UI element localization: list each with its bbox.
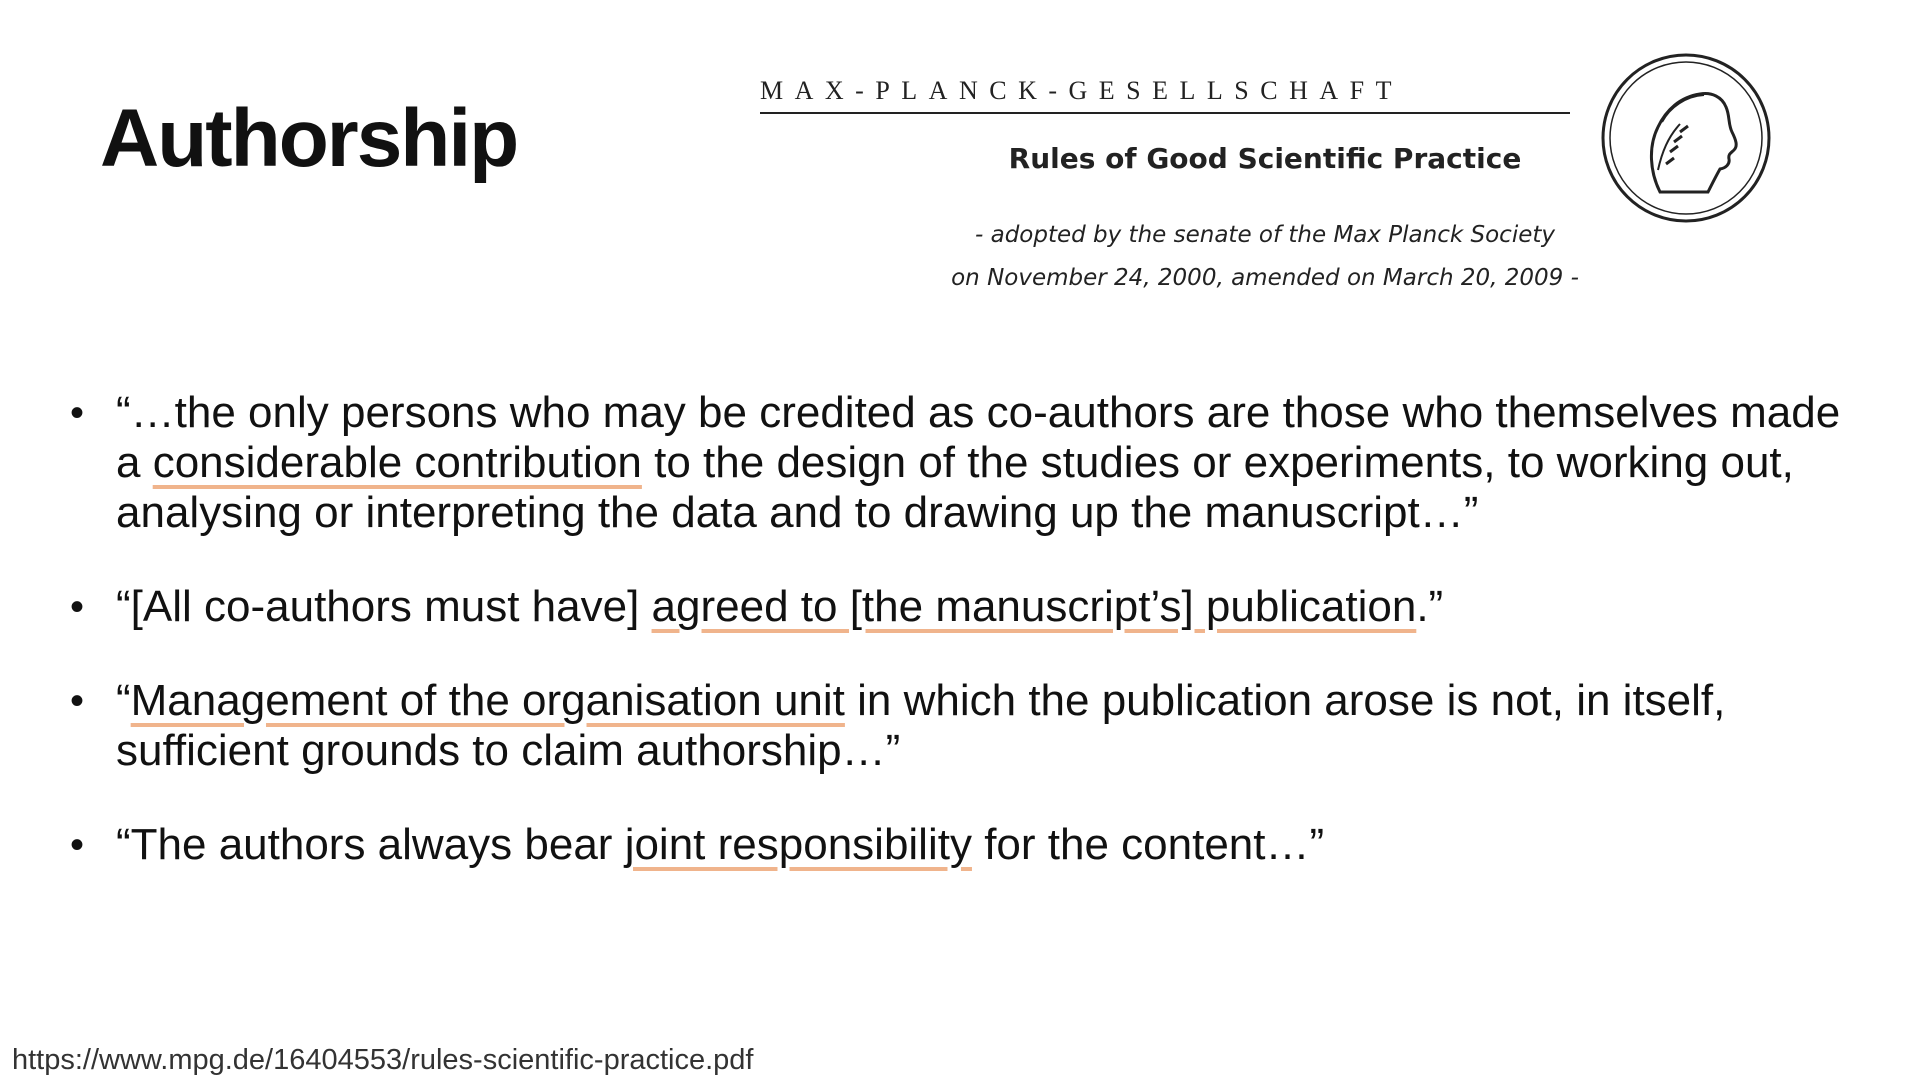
list-item: “[All co-authors must have] agreed to [t…: [70, 582, 1870, 632]
quote-text: “The authors always bear: [116, 820, 625, 869]
highlighted-phrase: joint responsibility: [624, 820, 972, 869]
highlighted-phrase: considerable contribution: [152, 438, 642, 487]
list-item: “Management of the organisation unit in …: [70, 676, 1870, 776]
quote-text: “[All co-authors must have]: [116, 582, 652, 631]
quote-text: “: [116, 676, 131, 725]
document-header: MAX-PLANCK-GESELLSCHAFT Rules of Good Sc…: [760, 70, 1579, 300]
quote-text: for the content…”: [971, 820, 1325, 869]
source-link[interactable]: https://www.mpg.de/16404553/rules-scient…: [12, 1044, 754, 1076]
quote-text: .”: [1416, 582, 1444, 631]
quote-text: in which the publication arose is not, i…: [116, 676, 1726, 775]
highlighted-phrase: Management of the organisation unit: [130, 676, 845, 725]
quote-text: “…the only persons who may be credited a…: [116, 388, 1841, 487]
adoption-line-1: - adopted by the senate of the Max Planc…: [974, 222, 1555, 248]
slide-title: Authorship: [100, 93, 519, 184]
minerva-seal-icon: [1601, 53, 1771, 223]
adoption-note: - adopted by the senate of the Max Planc…: [760, 214, 1770, 300]
list-item: “The authors always bear joint responsib…: [70, 820, 1870, 870]
highlighted-phrase: agreed to [the manuscript’s] publication: [651, 582, 1417, 631]
adoption-line-2: on November 24, 2000, amended on March 2…: [951, 265, 1579, 291]
quote-list: “…the only persons who may be credited a…: [70, 388, 1870, 914]
organization-name: MAX-PLANCK-GESELLSCHAFT: [760, 76, 1570, 114]
quote-text: to the design of the studies or experime…: [116, 438, 1794, 537]
document-title: Rules of Good Scientific Practice: [1008, 142, 1522, 175]
list-item: “…the only persons who may be credited a…: [70, 388, 1870, 538]
